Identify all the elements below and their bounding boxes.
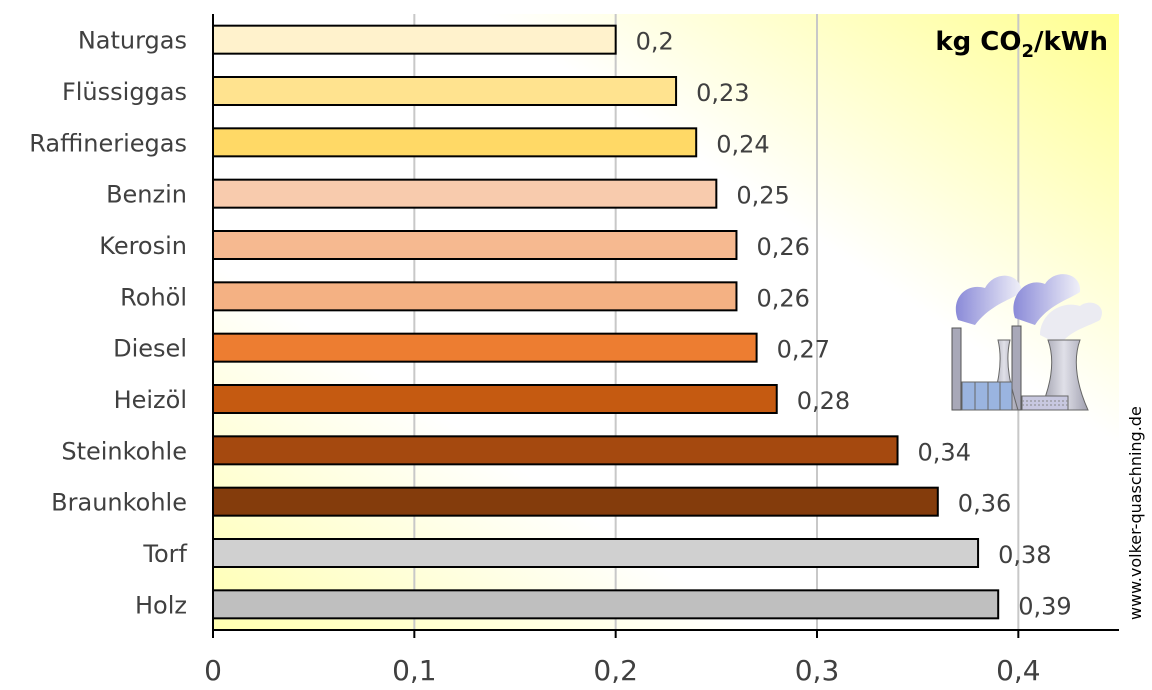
x-tick-labels: 0 0,1 0,2 0,3 0,4 — [204, 654, 1041, 687]
x-tick-label: 0,1 — [392, 654, 437, 687]
x-tick-label: 0,3 — [795, 654, 840, 687]
bar — [212, 538, 980, 568]
value-labels: 0,2 0,23 0,24 0,25 0,26 0,26 0,27 0,28 0,34 0,36 0… — [636, 28, 1072, 621]
category-labels: Naturgas Flüssiggas Raffineriegas Benzin Ker… — [29, 27, 187, 620]
category-label: Flüssiggas — [62, 78, 187, 106]
bar — [212, 384, 778, 414]
x-tick-label: 0 — [204, 654, 222, 687]
x-tick-label: 0,4 — [996, 654, 1041, 687]
plot-background — [213, 14, 1119, 630]
category-label: Raffineriegas — [29, 129, 187, 157]
category-label: Braunkohle — [51, 489, 187, 517]
data-label: 0,2 — [636, 28, 674, 56]
unit-label: kg CO2/kWh — [935, 27, 1108, 62]
x-tick-label: 0,2 — [593, 654, 638, 687]
data-label: 0,34 — [918, 438, 971, 466]
data-label: 0,23 — [696, 79, 749, 107]
category-label: Kerosin — [99, 232, 187, 260]
category-label: Benzin — [106, 181, 187, 209]
bar — [212, 230, 738, 260]
bar — [212, 486, 939, 517]
bar — [212, 435, 899, 466]
data-label: 0,26 — [756, 233, 809, 261]
data-label: 0,39 — [1018, 592, 1071, 620]
category-label: Naturgas — [78, 27, 187, 55]
data-label: 0,38 — [998, 541, 1051, 569]
category-label: Diesel — [113, 335, 187, 363]
bar — [212, 332, 758, 363]
axes — [212, 14, 1119, 638]
data-label: 0,27 — [777, 336, 830, 364]
data-label: 0,24 — [716, 130, 769, 158]
bar — [212, 178, 718, 209]
bar — [212, 281, 738, 312]
bar — [212, 589, 1000, 620]
data-label: 0,26 — [756, 284, 809, 312]
bars — [212, 24, 1000, 620]
data-label: 0,28 — [797, 387, 850, 415]
bar — [212, 76, 678, 106]
data-label: 0,36 — [958, 490, 1011, 518]
data-label: 0,25 — [736, 182, 789, 210]
bar — [212, 24, 617, 55]
grid-lines — [413, 14, 1020, 630]
power-plant-icon — [951, 274, 1102, 411]
category-label: Holz — [135, 591, 187, 619]
category-label: Torf — [142, 540, 187, 568]
category-label: Steinkohle — [61, 437, 187, 465]
bar — [212, 127, 698, 158]
credit-text: www.volker-quaschning.de — [1126, 406, 1145, 620]
category-label: Rohöl — [120, 283, 187, 311]
category-label: Heizöl — [114, 386, 187, 414]
